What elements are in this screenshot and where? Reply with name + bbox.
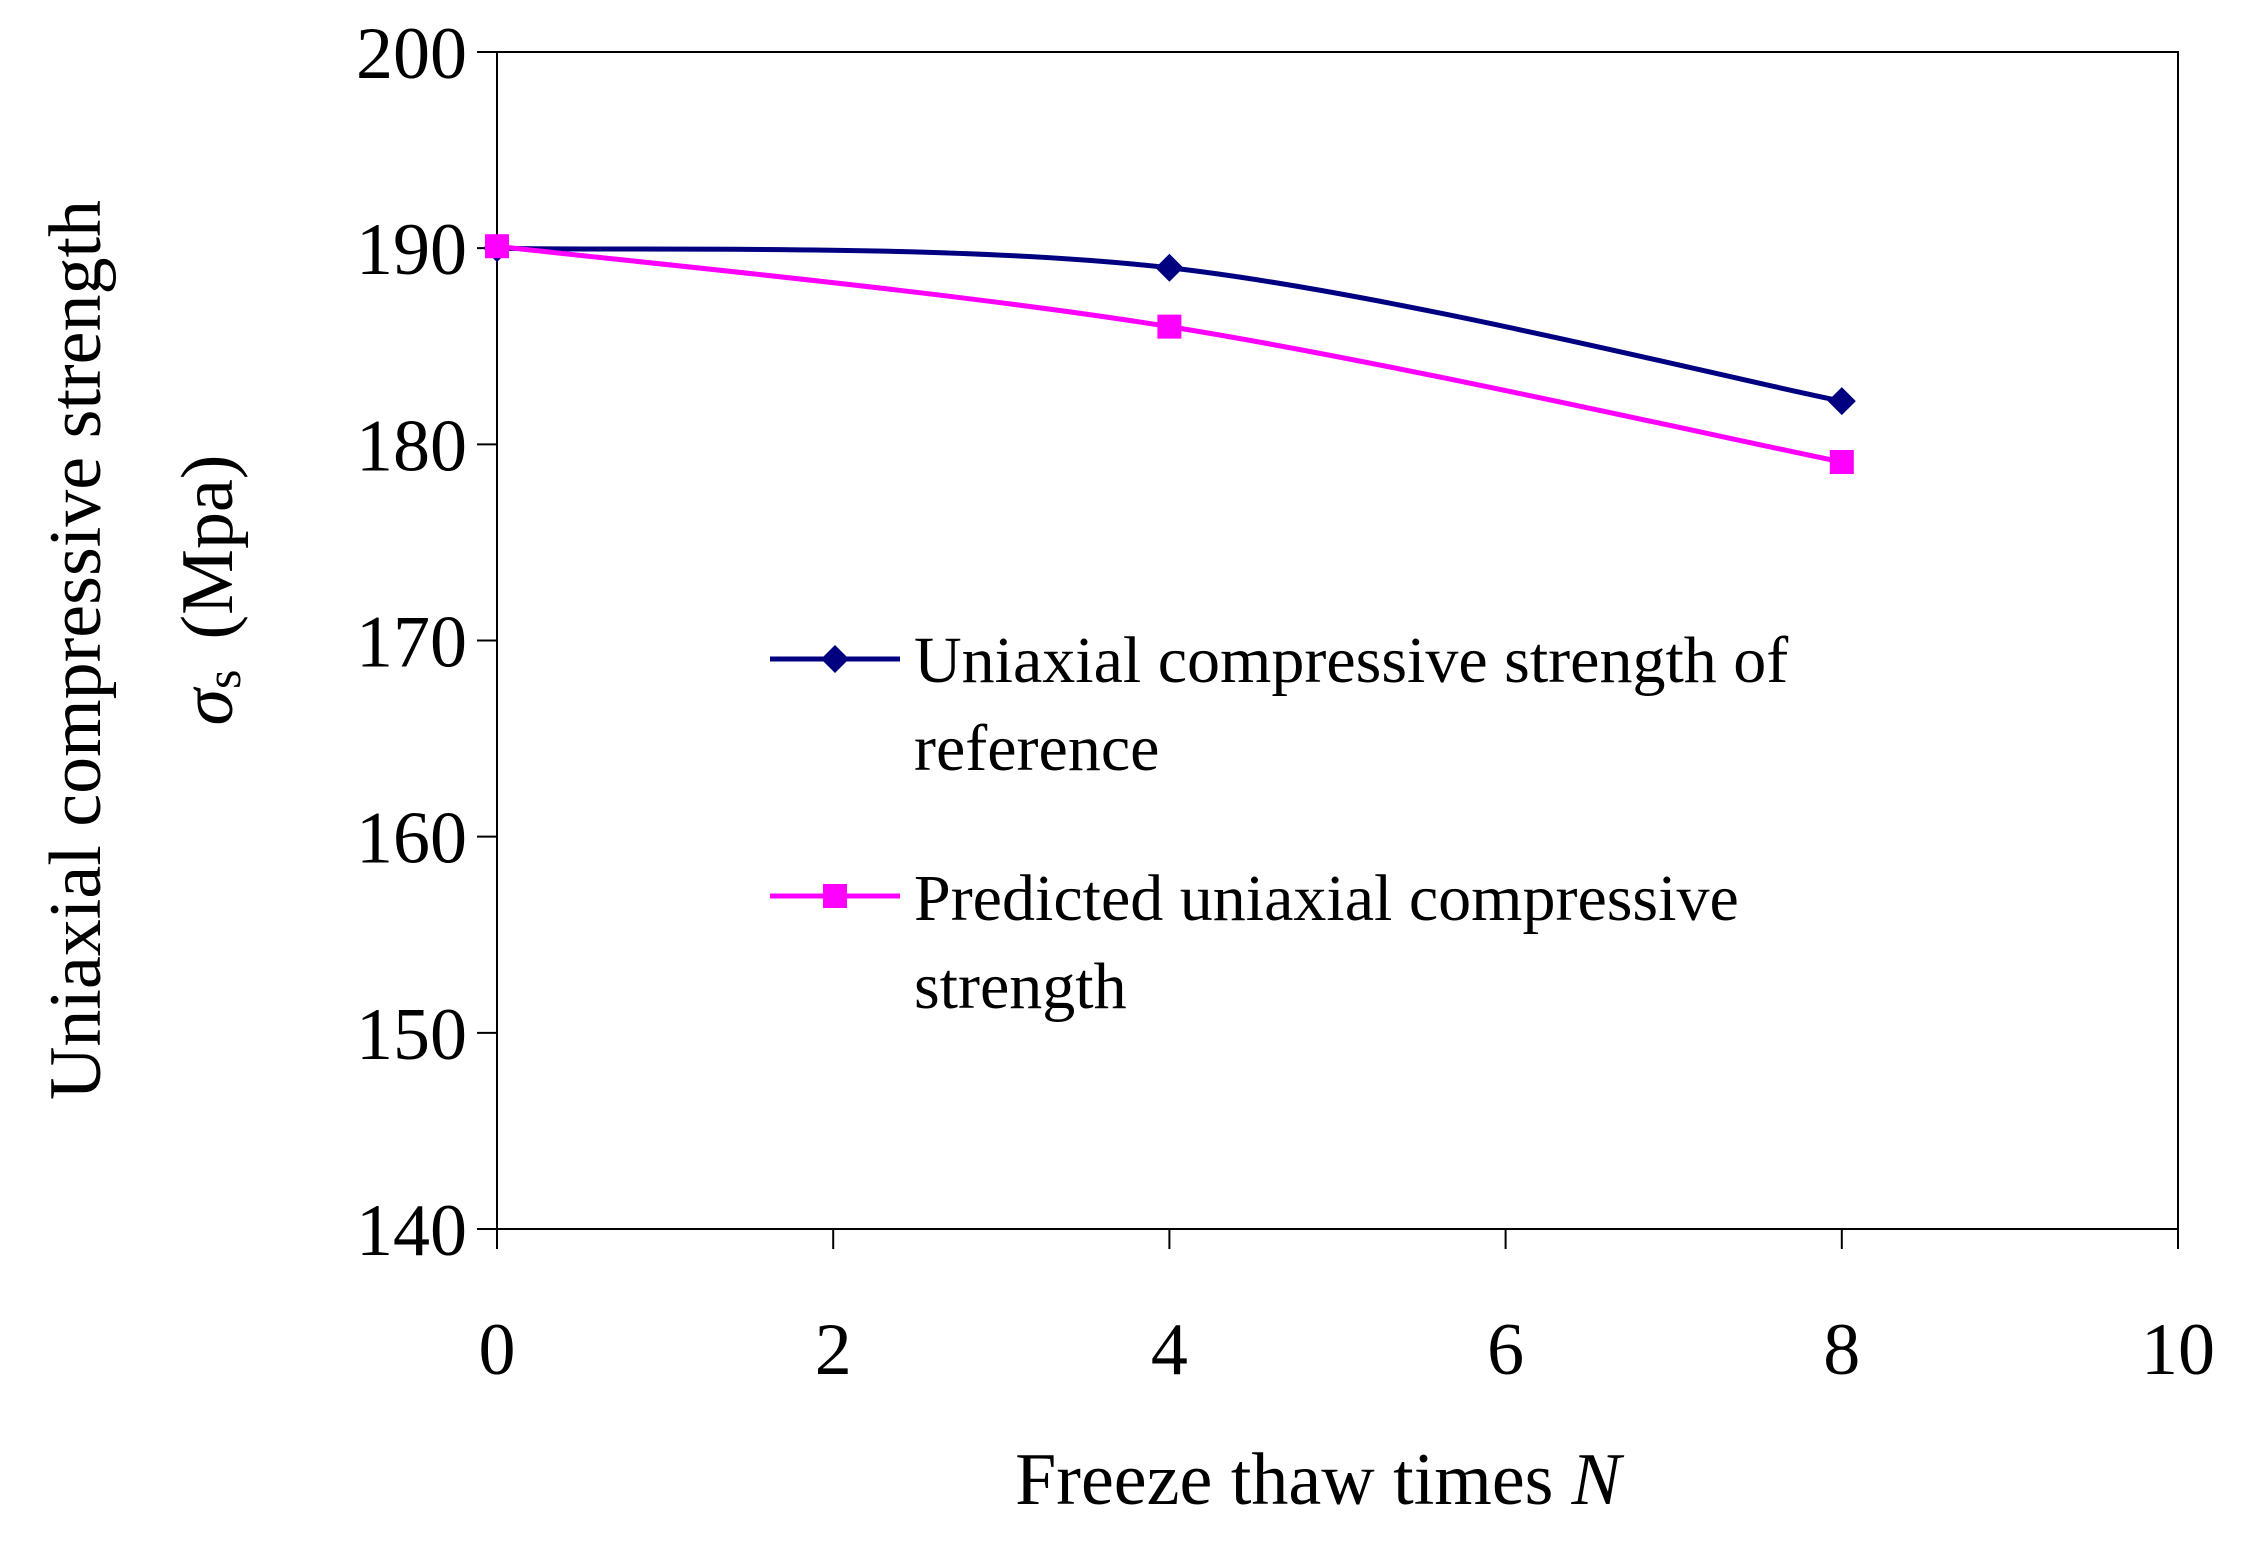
y-tick-label: 150 (356, 994, 467, 1076)
x-axis-title: Freeze thaw times N (1015, 1439, 1624, 1521)
data-point-square (1829, 449, 1854, 474)
y-tick-label: 160 (356, 798, 467, 880)
axis-ticks: 140 150 160 170 180 190 200 0 2 4 6 8 10 (356, 13, 2215, 1391)
y-axis-subscript: s (195, 669, 251, 688)
y-axis-unit-text: (Mpa) (167, 455, 249, 640)
y-tick-label: 140 (356, 1190, 467, 1272)
data-point-diamond (1155, 253, 1184, 282)
y-axis-title: Uniaxial compressive strength (35, 200, 117, 1100)
data-point-square (485, 234, 509, 259)
x-tick-label: 0 (479, 1309, 516, 1391)
legend-label-series-1-line-2: reference (914, 712, 1159, 785)
legend-label-series-1-line-1: Uniaxial compressive strength of (914, 624, 1788, 697)
legend-marker-diamond (821, 645, 849, 673)
legend-label-series-2-line-1: Predicted uniaxial compressive (914, 862, 1739, 935)
legend-label-series-2-line-2: strength (914, 950, 1127, 1023)
data-point-diamond (1827, 387, 1856, 416)
x-axis-variable: N (1570, 1439, 1624, 1521)
series-2 (485, 234, 1854, 474)
legend-marker-square (823, 884, 847, 908)
data-point-square (1157, 314, 1182, 339)
series-layer (483, 234, 1856, 474)
legend: Uniaxial compressive strength of referen… (770, 624, 1788, 1023)
x-tick-label: 2 (815, 1309, 852, 1391)
y-tick-label: 170 (356, 602, 467, 684)
x-tick-label: 6 (1487, 1309, 1524, 1391)
x-tick-label: 10 (2141, 1309, 2215, 1391)
x-tick-label: 8 (1823, 1309, 1860, 1391)
x-tick-label: 4 (1151, 1309, 1188, 1391)
y-axis-unit: σs (Mpa) (167, 455, 251, 726)
y-tick-label: 180 (356, 405, 467, 487)
y-tick-label: 200 (356, 13, 467, 95)
y-axis-symbol: σ (167, 686, 249, 725)
x-axis-title-main: Freeze thaw times (1015, 1439, 1553, 1521)
y-tick-label: 190 (356, 209, 467, 291)
